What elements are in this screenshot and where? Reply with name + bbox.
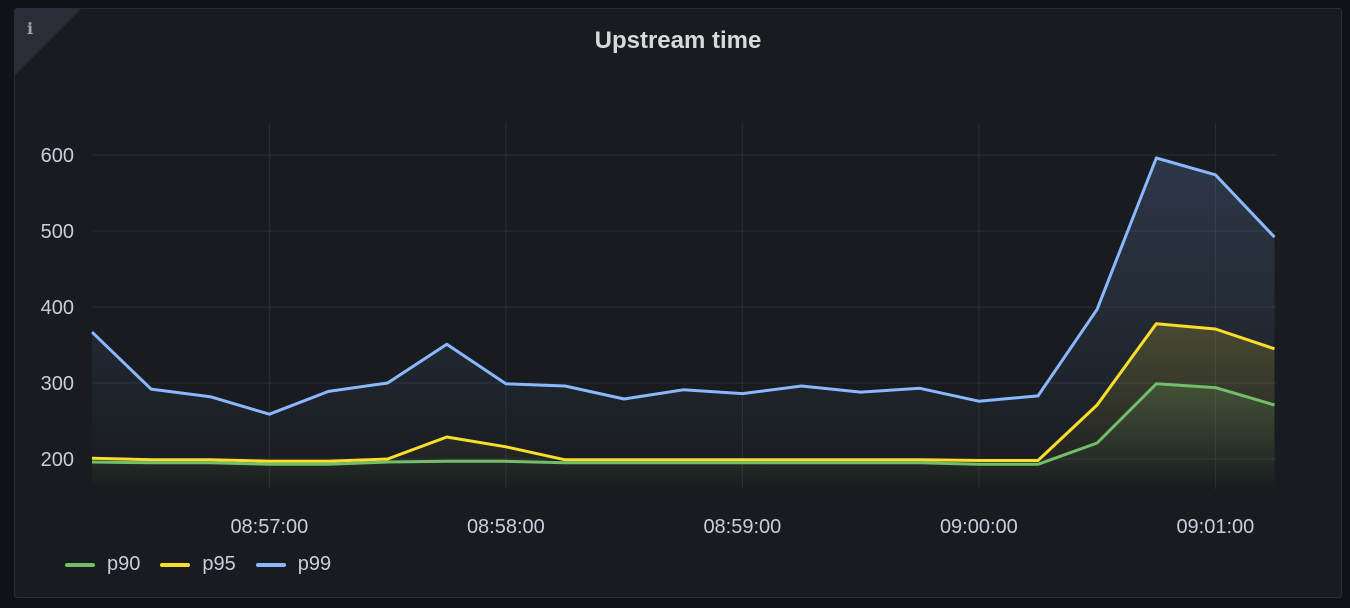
info-icon[interactable]: i	[27, 19, 34, 38]
x-tick-label: 08:57:00	[230, 516, 308, 538]
x-tick-label: 08:58:00	[467, 516, 545, 538]
info-corner	[15, 9, 81, 75]
y-tick-label: 300	[41, 373, 74, 395]
x-tick-label: 08:59:00	[703, 516, 781, 538]
y-tick-label: 400	[41, 297, 74, 319]
legend-swatch	[255, 562, 286, 567]
chart-panel: i Upstream time 200 300 400 500 600 08:57:00 0…	[14, 8, 1342, 598]
legend-item-p95[interactable]: p95	[160, 553, 236, 576]
legend-item-p90[interactable]: p90	[65, 553, 140, 576]
legend-swatch	[65, 562, 95, 567]
chart-plot: 200 300 400 500 600 08:57:00 08:58:00 08:59:00 0…	[41, 123, 1277, 538]
legend-label: p99	[297, 553, 332, 575]
legend-label: p95	[202, 553, 236, 575]
legend-label: p90	[107, 553, 141, 575]
area-p99	[92, 158, 1275, 489]
x-tick-label: 09:00:00	[940, 516, 1018, 538]
x-tick-label: 09:01:00	[1176, 516, 1254, 538]
legend-swatch	[160, 562, 191, 567]
y-tick-label: 200	[41, 449, 74, 471]
legend: p90 p95 p99	[65, 553, 331, 576]
legend-item-p99[interactable]: p99	[255, 553, 332, 576]
y-tick-label: 500	[41, 221, 74, 243]
y-tick-label: 600	[41, 145, 74, 167]
panel-title: Upstream time	[594, 27, 762, 54]
